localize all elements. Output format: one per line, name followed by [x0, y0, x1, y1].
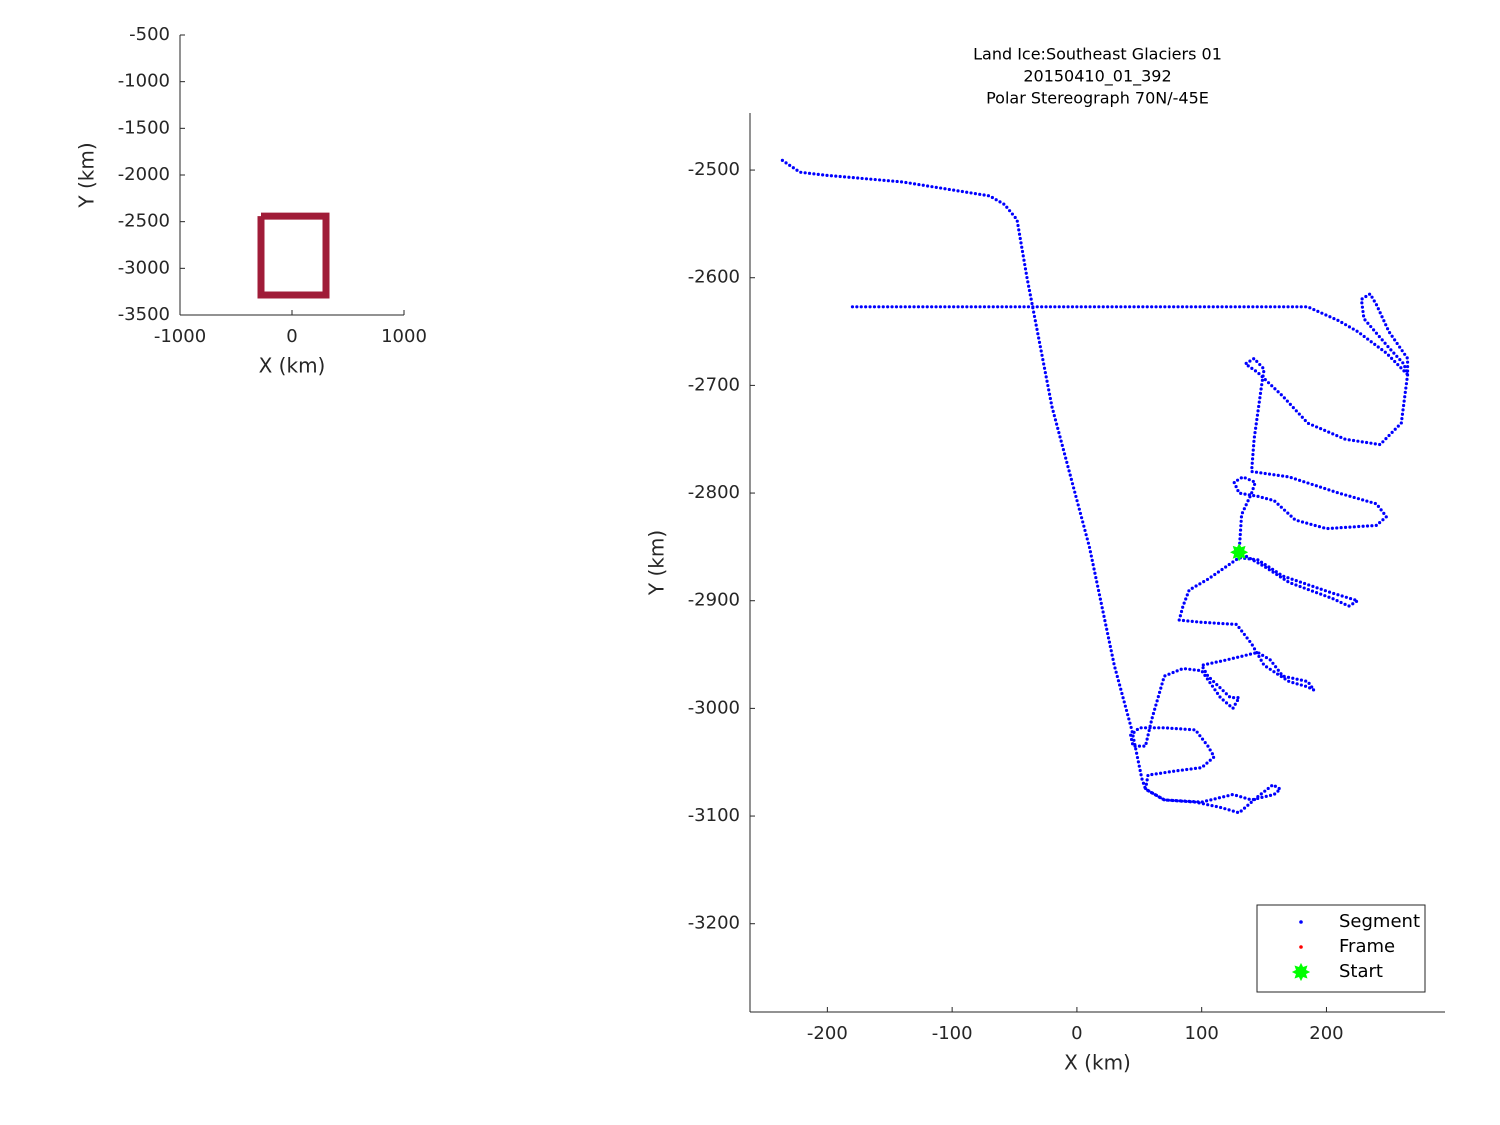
y-tick-label: -2500	[688, 159, 740, 180]
y-tick-label: -2000	[118, 164, 170, 185]
legend-label: Segment	[1339, 911, 1420, 932]
x-axis-label: X (km)	[1064, 1051, 1131, 1075]
y-tick-label: -3000	[118, 257, 170, 278]
y-tick-label: -500	[129, 24, 170, 45]
y-tick-label: -3000	[688, 697, 740, 718]
x-tick-label: 0	[1071, 1023, 1082, 1044]
y-tick-label: -3200	[688, 913, 740, 934]
y-tick-label: -2800	[688, 482, 740, 503]
y-tick-label: -2900	[688, 590, 740, 611]
start-marker	[1230, 543, 1249, 562]
x-tick-label: 100	[1185, 1023, 1219, 1044]
legend-marker	[1299, 945, 1303, 949]
y-axis-label: Y (km)	[75, 142, 99, 208]
x-tick-label: 200	[1309, 1023, 1343, 1044]
x-tick-label: -1000	[154, 326, 206, 347]
legend-marker	[1291, 962, 1311, 982]
legend-box	[1256, 904, 1426, 993]
x-tick-label: 1000	[381, 326, 427, 347]
series-line	[780, 158, 1410, 815]
chart-title: 20150410_01_392	[1023, 67, 1171, 87]
y-tick-label: -2500	[118, 211, 170, 232]
y-tick-label: -1500	[118, 117, 170, 138]
series-line	[257, 212, 330, 299]
x-tick-label: -100	[932, 1023, 973, 1044]
y-tick-label: -1000	[118, 71, 170, 92]
x-tick-label: 0	[286, 326, 297, 347]
legend-marker	[1299, 920, 1303, 924]
y-tick-label: -3500	[118, 304, 170, 325]
chart-title: Land Ice:Southeast Glaciers 01	[973, 45, 1222, 64]
x-tick-label: -200	[807, 1023, 848, 1044]
y-tick-label: -2700	[688, 374, 740, 395]
legend-label: Frame	[1339, 936, 1395, 957]
y-axis-label: Y (km)	[645, 530, 669, 596]
legend-label: Start	[1339, 961, 1383, 982]
chart-title: Polar Stereograph 70N/-45E	[986, 89, 1209, 108]
x-axis-label: X (km)	[259, 354, 326, 378]
y-tick-label: -3100	[688, 805, 740, 826]
y-tick-label: -2600	[688, 267, 740, 288]
